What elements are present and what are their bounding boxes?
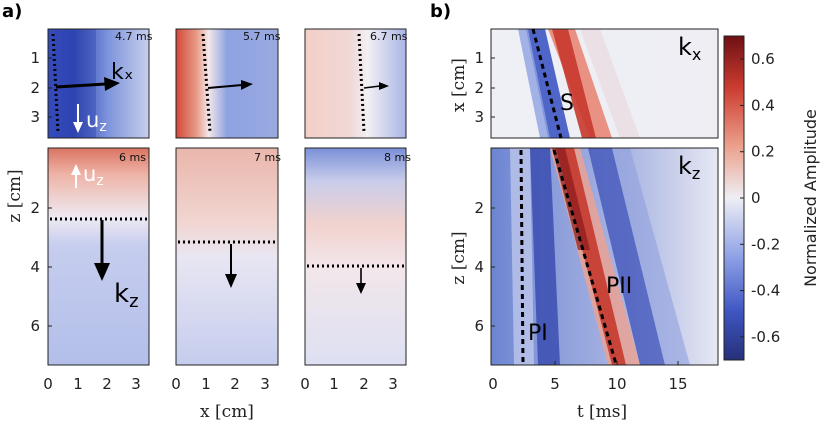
a-z-axis-label: z [cm]	[5, 169, 25, 222]
a-bot-ytick-1: 2	[30, 199, 40, 217]
svg-text:0: 0	[43, 375, 53, 393]
svg-text:3: 3	[260, 375, 270, 393]
panel-a-bottom-row: uz kz 6 ms 7 ms 8 ms 2 4 6 0 1 2 3 0 1 2…	[30, 147, 411, 393]
svg-text:1: 1	[73, 375, 83, 393]
kz-label-b: kz	[678, 152, 700, 183]
svg-text:1: 1	[329, 375, 339, 393]
panel-a-letter: a)	[2, 1, 22, 22]
uz-arrow-down	[73, 104, 83, 133]
a-bot-ytick-3: 6	[30, 317, 40, 335]
snapshot-bottom-1	[48, 148, 149, 365]
svg-text:2: 2	[359, 375, 369, 393]
b-bot-ytick-2: 4	[474, 258, 484, 276]
colorbar-tick-label: 0.2	[751, 143, 775, 161]
svg-text:0: 0	[171, 375, 181, 393]
svg-text:2: 2	[230, 375, 240, 393]
b-t-axis-label: t [ms]	[577, 402, 627, 422]
colorbar-tick-label: -0.4	[751, 282, 780, 300]
svg-text:1: 1	[201, 375, 211, 393]
kx-label-a: kₓ	[111, 60, 134, 85]
colorbar-tick-label: 0.6	[751, 50, 775, 68]
time-bottom-3: 8 ms	[384, 151, 411, 164]
svg-text:2: 2	[102, 375, 112, 393]
svg-text:0: 0	[300, 375, 310, 393]
b-x-axis-label: x [cm]	[449, 58, 469, 112]
kx-arrow-3	[363, 82, 389, 90]
a-x-axis-label: x [cm]	[200, 402, 254, 422]
kz-label-a: kz	[114, 279, 139, 312]
b-xtick-15: 15	[668, 375, 687, 393]
b-xtick-5: 5	[550, 375, 560, 393]
panel-b-bottom: PI PII kz 2 4 6 0 5 10 15	[474, 147, 719, 393]
colorbar-ticks: 0.6 0.4 0.2 0 -0.2 -0.4 -0.6	[740, 50, 780, 346]
snapshot-bottom-2	[176, 148, 278, 365]
colorbar-tick-label: 0	[751, 189, 761, 207]
panel-a-top-row: kₓ uz 4.7 ms 5.7 ms 6.7 ms 1 2 3	[30, 28, 408, 139]
kz-arrow-2	[225, 244, 237, 288]
a-bot-ytick-2: 4	[30, 258, 40, 276]
time-top-1: 4.7 ms	[115, 30, 153, 43]
snapshot-top-3	[305, 29, 406, 138]
b-top-ytick-1: 1	[474, 49, 484, 67]
kx-label-b: kx	[678, 33, 701, 64]
S-front-line	[531, 28, 563, 139]
front-line-top-1	[51, 33, 60, 133]
colorbar-tick-label: 0.4	[751, 96, 775, 114]
S-label: S	[560, 91, 574, 116]
front-line-top-3	[357, 33, 366, 133]
snapshot-top-2	[176, 29, 278, 138]
snapshot-bottom-3	[305, 148, 406, 365]
colorbar-label: Normalized Amplitude	[801, 109, 820, 287]
b-xtick-10: 10	[607, 375, 626, 393]
kz-arrow-1	[94, 220, 110, 281]
b-top-ytick-2: 2	[474, 79, 484, 97]
panel-b-top: S kx 1 2 3	[474, 28, 719, 139]
time-top-2: 5.7 ms	[243, 30, 281, 43]
time-bottom-2: 7 ms	[254, 151, 281, 164]
b-z-axis-label: z [cm]	[449, 231, 469, 284]
a-top-ytick-2: 2	[30, 79, 40, 97]
a-top-ytick-3: 3	[30, 108, 40, 126]
front-line-top-2	[201, 33, 212, 133]
kx-arrow-2	[207, 80, 253, 90]
a-x-ticks: 0 1 2 3 0 1 2 3 0 1 2 3	[43, 375, 398, 393]
kz-arrow-3	[356, 268, 366, 294]
svg-text:3: 3	[388, 375, 398, 393]
time-bottom-1: 6 ms	[119, 151, 146, 164]
colorbar-tick-label: -0.6	[751, 328, 780, 346]
panel-b-letter: b)	[430, 1, 451, 22]
b-bot-ytick-1: 2	[474, 199, 484, 217]
uz-label-a: uz	[86, 108, 107, 135]
PI-label: PI	[528, 321, 548, 346]
b-bot-ytick-3: 6	[474, 317, 484, 335]
kx-arrow-1	[55, 77, 120, 91]
b-top-ytick-3: 3	[474, 108, 484, 126]
b-xtick-0: 0	[488, 375, 498, 393]
time-top-3: 6.7 ms	[370, 30, 408, 43]
colorbar: 0.6 0.4 0.2 0 -0.2 -0.4 -0.6 Normalized Amplit…	[723, 35, 820, 361]
uz-arrow-up	[71, 164, 81, 188]
a-top-ytick-1: 1	[30, 49, 40, 67]
uz-label-a-bottom: uz	[83, 162, 104, 189]
PII-label: PII	[606, 274, 632, 299]
PII-front-line	[552, 149, 618, 365]
colorbar-tick-label: -0.2	[751, 235, 780, 253]
svg-text:3: 3	[131, 375, 141, 393]
